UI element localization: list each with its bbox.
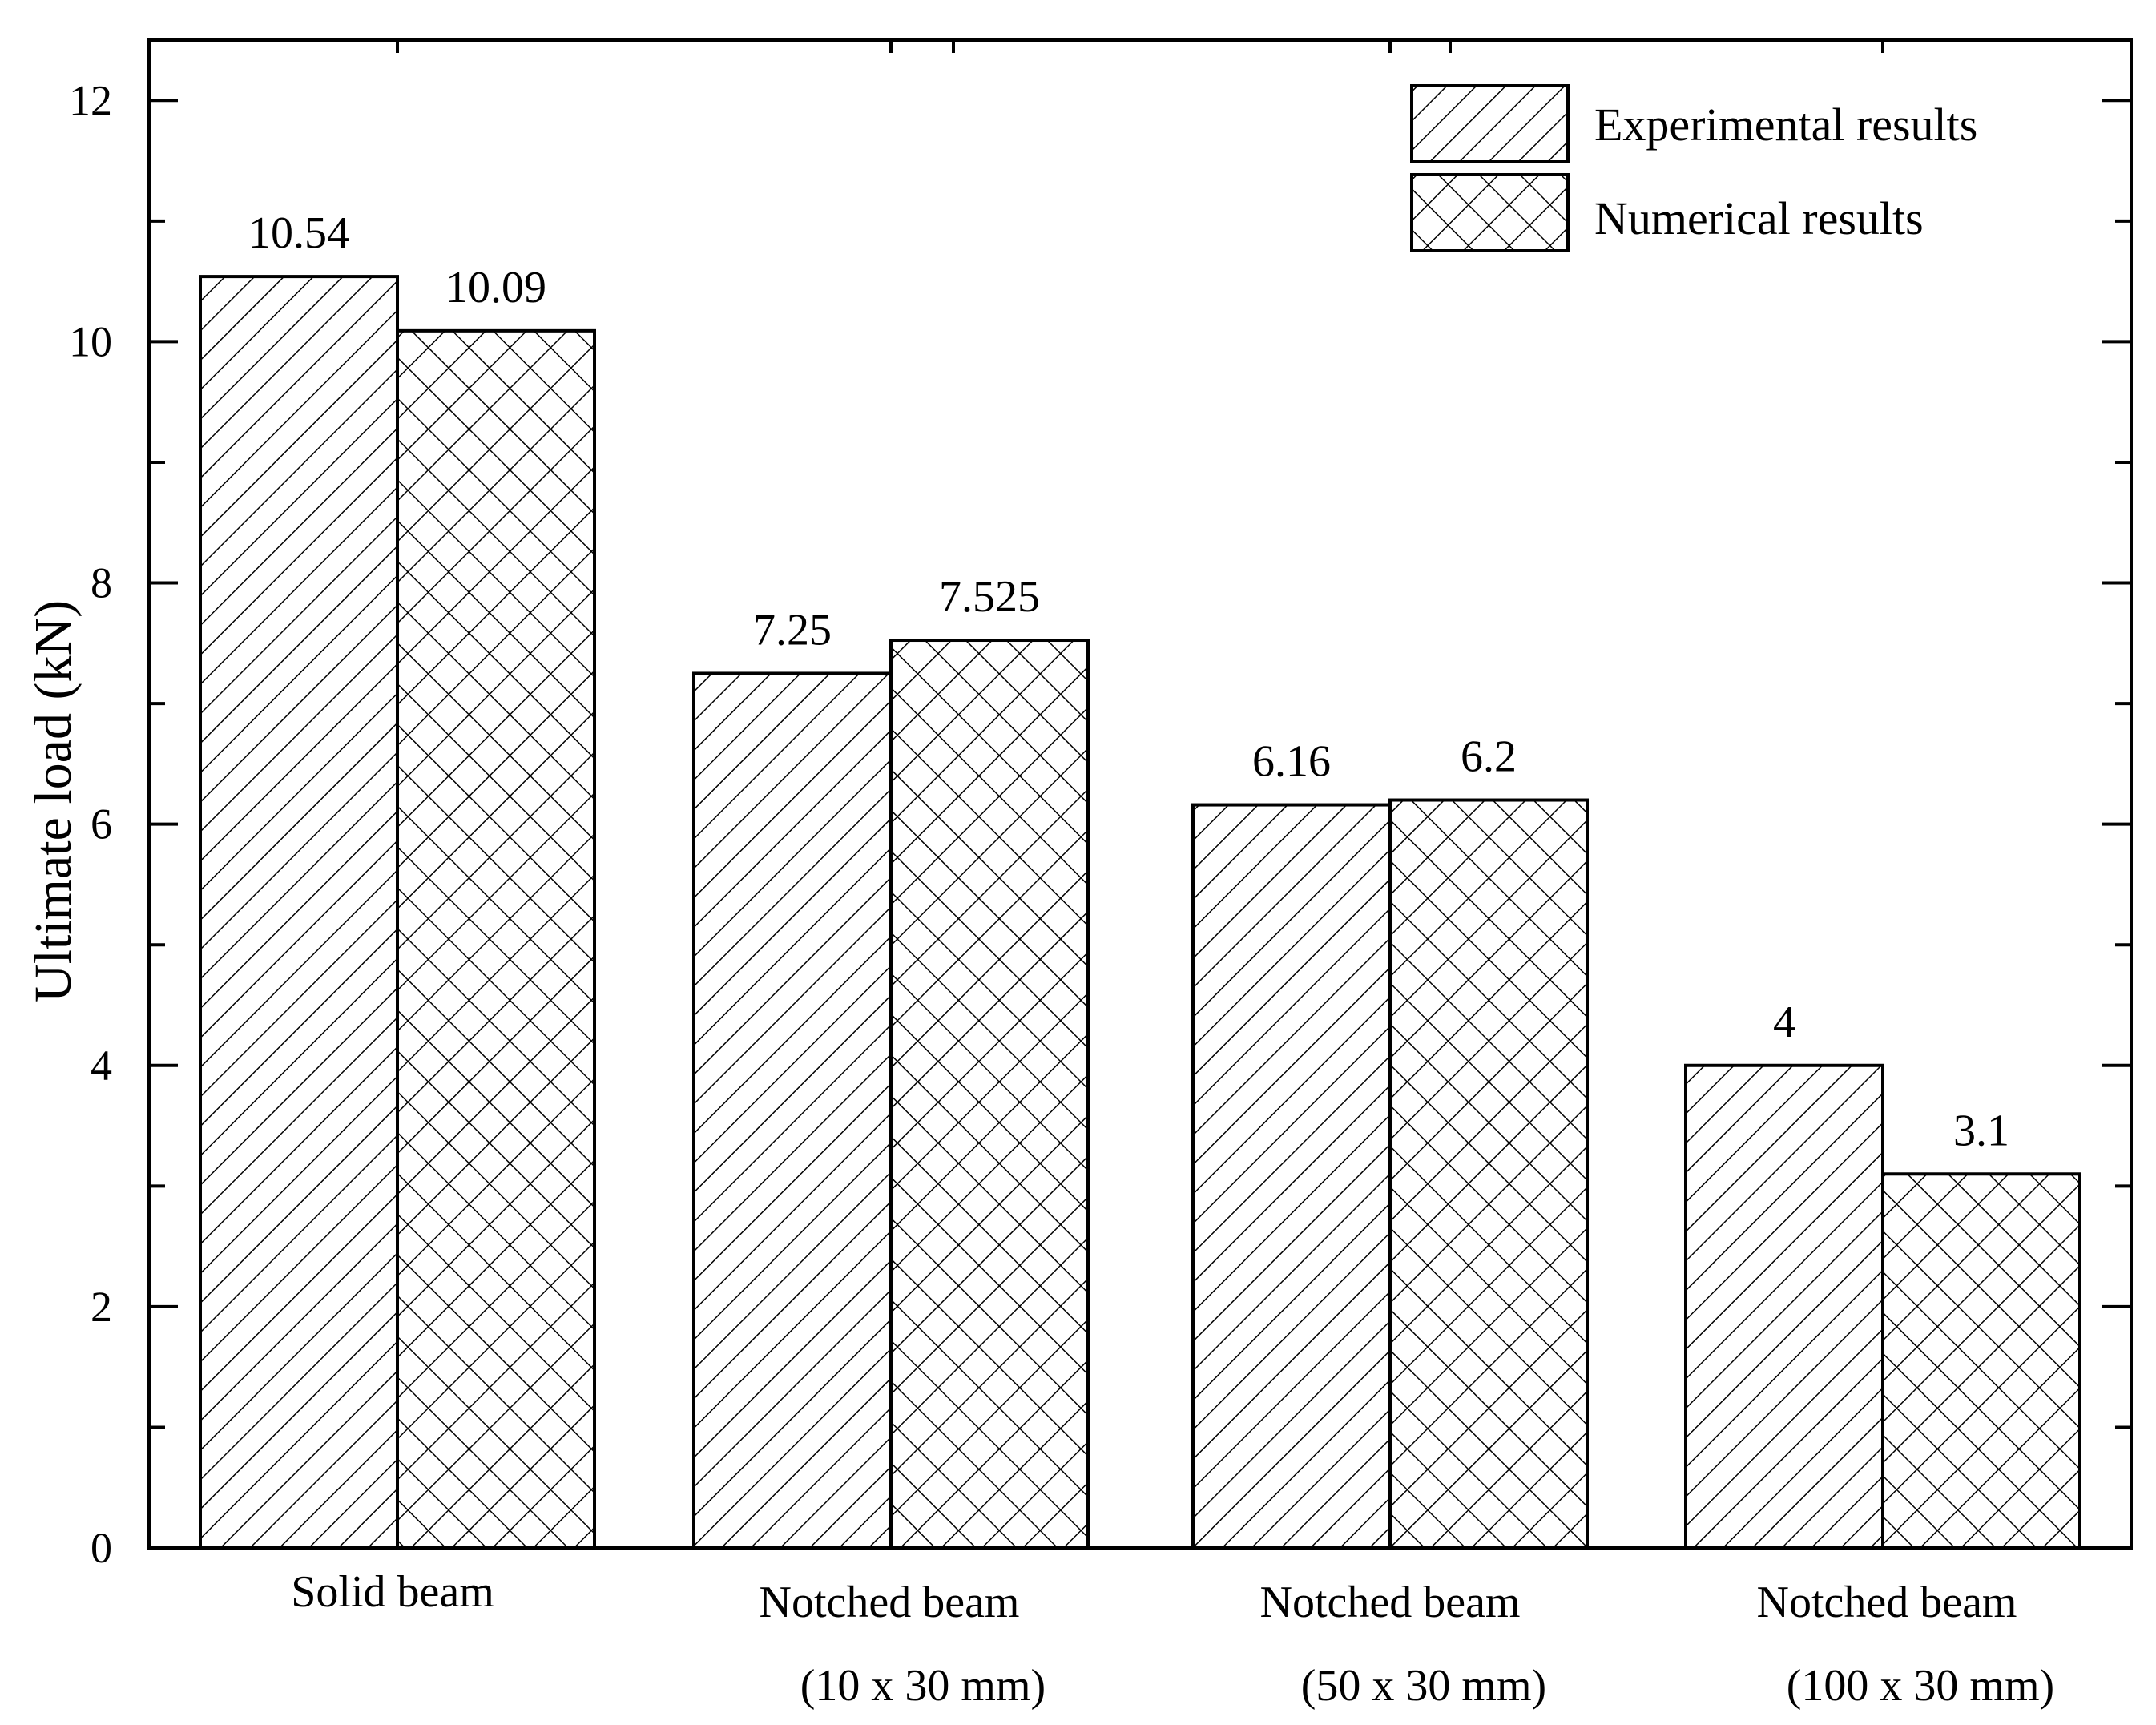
y-tick-label: 4	[91, 1042, 112, 1090]
data-label: 10.54	[248, 208, 349, 258]
bar-experimental	[692, 671, 893, 1550]
data-label: 6.2	[1461, 732, 1517, 782]
y-tick-label: 10	[69, 317, 112, 365]
legend-label-numerical: Numerical results	[1594, 192, 1924, 244]
bar-experimental	[1191, 803, 1392, 1550]
bar-numerical	[1388, 798, 1589, 1550]
legend-swatch-numerical	[1410, 173, 1570, 252]
data-label: 7.25	[753, 605, 832, 655]
category-label: Notched beam	[760, 1578, 1020, 1627]
data-label: 4	[1773, 998, 1795, 1047]
y-tick-label: 0	[91, 1524, 112, 1572]
plot-frame	[147, 38, 2133, 1550]
y-tick-label: 2	[91, 1283, 112, 1331]
category-sublabel: (50 x 30 mm)	[1301, 1661, 1546, 1711]
category-label: Notched beam	[1260, 1578, 1521, 1627]
bar-experimental	[199, 275, 399, 1550]
legend-swatch-experimental	[1410, 84, 1570, 163]
y-tick-label: 8	[91, 559, 112, 607]
bar-numerical	[889, 639, 1090, 1550]
y-tick-label: 12	[69, 76, 112, 124]
bar-numerical	[1881, 1172, 2081, 1550]
category-label: Solid beam	[291, 1567, 494, 1617]
data-label: 7.525	[939, 572, 1040, 622]
legend: Experimental results Numerical results	[1410, 84, 1977, 252]
bar-experimental	[1684, 1063, 1884, 1550]
legend-label-experimental: Experimental results	[1594, 99, 1977, 151]
y-axis-label: Ultimate load (kN)	[24, 600, 83, 1002]
data-label: 10.09	[445, 263, 546, 312]
bar-numerical	[396, 328, 596, 1550]
category-sublabel: (100 x 30 mm)	[1787, 1661, 2054, 1711]
y-tick-label: 6	[91, 800, 112, 848]
category-sublabel: (10 x 30 mm)	[800, 1661, 1046, 1711]
data-label: 6.16	[1252, 737, 1331, 787]
category-label: Notched beam	[1757, 1578, 2017, 1627]
data-label: 3.1	[1953, 1106, 2009, 1155]
